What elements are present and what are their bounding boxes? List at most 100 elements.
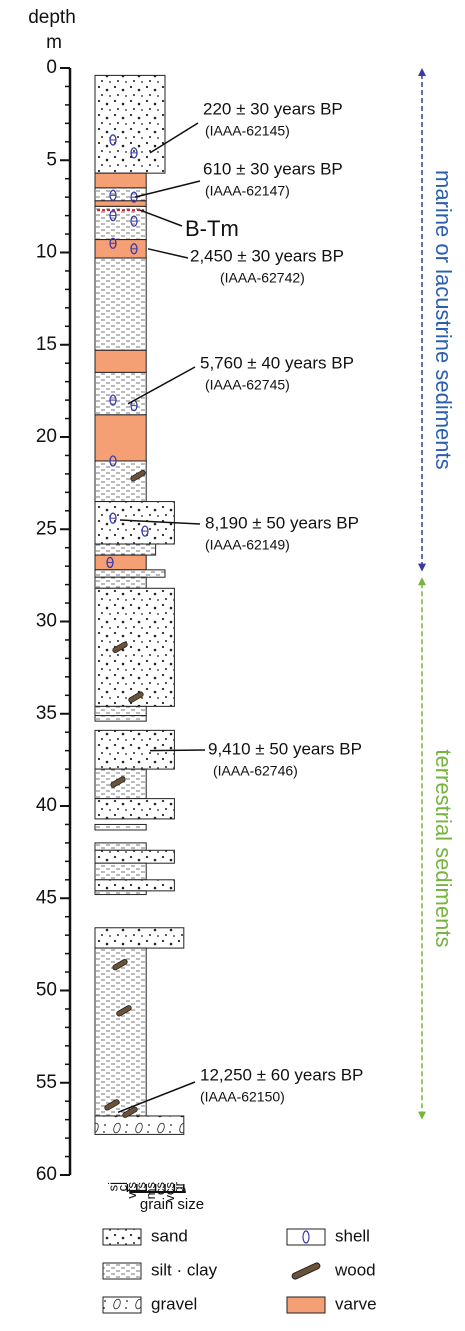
y-tick-label: 30: [36, 611, 57, 632]
y-tick-label: 10: [36, 242, 57, 263]
shell: [109, 189, 117, 201]
date-lab: (IAAA-62145): [205, 123, 290, 139]
layer: [94, 890, 147, 896]
tephra-label: B-Tm: [185, 216, 239, 241]
layer: [94, 349, 147, 373]
layer: [94, 543, 157, 556]
wood: [130, 470, 146, 482]
arrow-head: [418, 1111, 426, 1120]
layer: [94, 371, 147, 416]
tephra-leader: [139, 209, 183, 227]
depth-unit: m: [46, 32, 62, 53]
layer: [94, 1115, 185, 1135]
y-tick-label: 5: [46, 149, 57, 170]
date-leader: [149, 749, 206, 752]
shell: [141, 525, 149, 537]
arrow-head: [418, 577, 426, 586]
legend-swatch: [286, 1228, 326, 1246]
grain-label: cs: [152, 1182, 167, 1196]
date-age: 2,450 ± 30 years BP: [190, 246, 344, 265]
layer: [94, 715, 147, 722]
grain-label: fs: [134, 1182, 149, 1193]
date-age: 5,760 ± 40 years BP: [200, 353, 354, 372]
date-lab: (IAAA-62150): [200, 1089, 285, 1105]
wood: [128, 691, 144, 703]
shell: [109, 237, 117, 249]
arrow-head: [418, 68, 426, 76]
layer: [94, 879, 175, 892]
legend-label: shell: [335, 1226, 370, 1245]
y-tick-label: 55: [36, 1072, 57, 1093]
date-leader: [127, 366, 196, 405]
layer: [94, 74, 166, 174]
depth-title: depth: [28, 7, 76, 28]
date-leader: [119, 519, 201, 525]
date-age: 8,190 ± 50 years BP: [205, 513, 359, 532]
legend-label: silt · clay: [151, 1260, 218, 1279]
grain-label: vfs: [124, 1182, 139, 1199]
grain-label: cl: [115, 1182, 130, 1192]
layer: [94, 554, 147, 571]
grain-label: vcs: [162, 1182, 177, 1202]
shell: [109, 394, 117, 406]
layer: [94, 257, 147, 351]
legend-label: gravel: [151, 1294, 197, 1313]
shell: [109, 512, 117, 524]
layer: [94, 205, 147, 241]
shell: [109, 455, 117, 467]
wood: [104, 1099, 120, 1111]
shell: [130, 243, 138, 255]
layer: [94, 849, 175, 864]
date-leader: [117, 1081, 196, 1113]
shell: [109, 209, 117, 222]
layer: [94, 187, 147, 202]
date-lab: (IAAA-62746): [213, 763, 298, 779]
date-age: 12,250 ± 60 years BP: [200, 1065, 363, 1084]
layer: [94, 842, 147, 851]
layer: [94, 823, 147, 831]
layer: [94, 798, 175, 820]
date-leader: [147, 248, 189, 259]
y-tick-label: 45: [36, 887, 57, 908]
date-lab: (IAAA-62742): [220, 270, 305, 286]
shell: [130, 215, 138, 227]
layer: [94, 729, 175, 770]
date-lab: (IAAA-62147): [205, 183, 290, 199]
layer: [94, 705, 147, 717]
wood: [112, 641, 128, 653]
layer: [94, 200, 147, 207]
y-tick-label: 60: [36, 1164, 57, 1185]
shell: [130, 147, 138, 159]
wood: [112, 959, 128, 971]
legend-swatch: [102, 1262, 142, 1280]
y-tick-label: 20: [36, 426, 57, 447]
grain-title: grain size: [140, 1196, 204, 1213]
layer: [94, 947, 147, 1117]
legend-label: sand: [151, 1226, 188, 1245]
layer: [94, 460, 147, 503]
env-label: marine or lacustrine sediments: [431, 170, 456, 470]
date-leader: [149, 122, 199, 154]
y-tick-label: 50: [36, 980, 57, 1001]
annotations: B-Tm 220 ± 30 years BP (IAAA-62145) 610 ± 3…: [97, 68, 456, 1314]
legend-swatch: [286, 1296, 326, 1314]
layer: [94, 576, 147, 589]
layer: [94, 862, 147, 881]
layer: [94, 414, 147, 462]
layer: [94, 927, 185, 949]
date-lab: (IAAA-62745): [205, 377, 290, 393]
date-age: 610 ± 30 years BP: [203, 159, 343, 178]
y-tick-label: 40: [36, 795, 57, 816]
y-tick-label: 15: [36, 334, 57, 355]
legend-wood: [291, 1262, 321, 1280]
wood: [110, 776, 126, 788]
layer: [94, 587, 175, 707]
date-lab: (IAAA-62149): [205, 537, 290, 553]
env-label: terrestrial sediments: [431, 749, 456, 947]
grain-label: gr: [171, 1181, 186, 1193]
arrow-head: [418, 563, 426, 572]
shell: [109, 134, 117, 146]
legend-swatch: [102, 1296, 142, 1314]
legend-label: varve: [335, 1294, 377, 1313]
